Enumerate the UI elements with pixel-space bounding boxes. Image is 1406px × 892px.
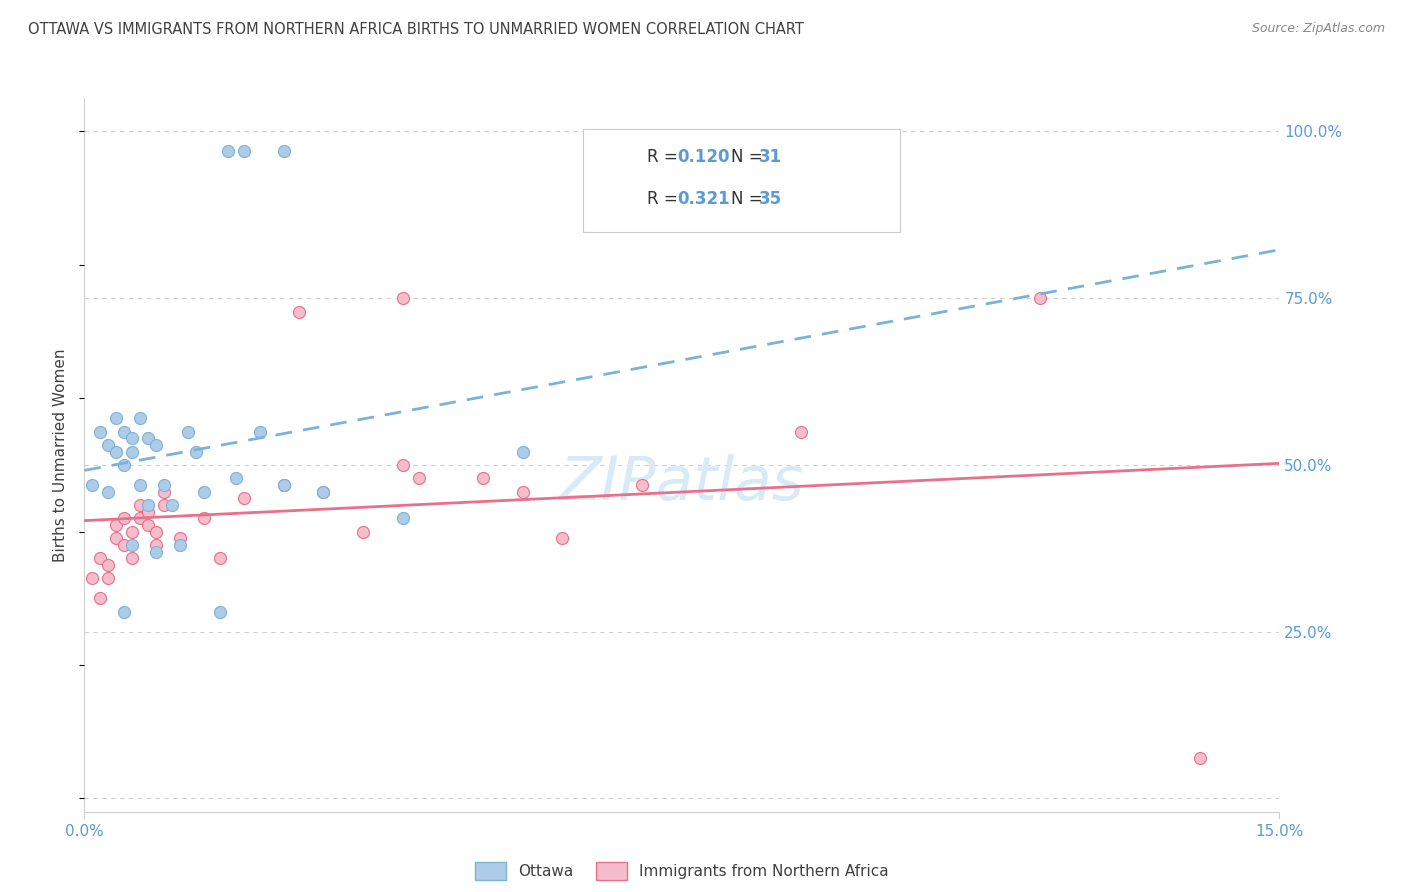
Point: [392, 291, 415, 305]
Point: [82, 571, 104, 585]
Text: 0.120: 0.120: [678, 148, 730, 166]
Point: [512, 444, 534, 458]
Point: [193, 484, 215, 499]
Point: [136, 518, 159, 533]
Point: [145, 538, 167, 552]
Point: [232, 145, 254, 159]
Point: [408, 471, 430, 485]
Point: [121, 444, 143, 458]
Point: [392, 511, 415, 525]
Point: [1188, 751, 1211, 765]
Point: [129, 411, 152, 425]
Text: R =: R =: [647, 190, 683, 208]
Text: N =: N =: [731, 148, 768, 166]
Point: [136, 505, 159, 519]
Point: [136, 498, 159, 512]
Point: [193, 511, 215, 525]
Point: [273, 145, 295, 159]
Point: [121, 524, 143, 539]
Point: [169, 531, 191, 545]
Point: [112, 458, 135, 472]
Point: [145, 524, 167, 539]
Point: [169, 538, 191, 552]
Point: [249, 425, 271, 439]
Point: [97, 438, 120, 452]
Point: [790, 425, 813, 439]
Point: [208, 551, 231, 566]
Point: [232, 491, 254, 506]
Point: [121, 538, 143, 552]
Point: [312, 484, 335, 499]
Point: [105, 411, 128, 425]
Y-axis label: Births to Unmarried Women: Births to Unmarried Women: [53, 348, 69, 562]
Point: [184, 444, 207, 458]
Point: [225, 471, 247, 485]
Point: [273, 478, 295, 492]
Point: [105, 531, 128, 545]
Point: [217, 145, 239, 159]
Text: 35: 35: [759, 190, 782, 208]
Point: [121, 551, 143, 566]
Text: 31: 31: [759, 148, 782, 166]
Point: [153, 484, 176, 499]
Point: [105, 444, 128, 458]
Point: [392, 458, 415, 472]
Point: [89, 425, 111, 439]
Point: [97, 571, 120, 585]
Point: [129, 511, 152, 525]
Point: [312, 484, 335, 499]
Point: [112, 425, 135, 439]
Point: [1029, 291, 1052, 305]
Point: [105, 518, 128, 533]
Point: [97, 484, 120, 499]
Text: N =: N =: [731, 190, 768, 208]
Point: [97, 558, 120, 572]
Point: [551, 531, 574, 545]
Text: OTTAWA VS IMMIGRANTS FROM NORTHERN AFRICA BIRTHS TO UNMARRIED WOMEN CORRELATION : OTTAWA VS IMMIGRANTS FROM NORTHERN AFRIC…: [28, 22, 804, 37]
Point: [153, 498, 176, 512]
Legend: Ottawa, Immigrants from Northern Africa: Ottawa, Immigrants from Northern Africa: [470, 856, 894, 886]
Point: [352, 524, 374, 539]
Point: [153, 478, 176, 492]
Text: 0.321: 0.321: [678, 190, 730, 208]
Point: [136, 431, 159, 445]
Point: [145, 438, 167, 452]
Point: [273, 478, 295, 492]
Point: [82, 478, 104, 492]
Point: [208, 605, 231, 619]
Point: [129, 498, 152, 512]
Point: [631, 478, 654, 492]
Point: [288, 304, 311, 318]
Point: [145, 544, 167, 558]
Point: [89, 591, 111, 606]
Text: R =: R =: [647, 148, 683, 166]
Point: [177, 425, 200, 439]
Text: Source: ZipAtlas.com: Source: ZipAtlas.com: [1251, 22, 1385, 36]
Point: [129, 478, 152, 492]
Point: [121, 431, 143, 445]
Point: [112, 511, 135, 525]
Point: [112, 605, 135, 619]
Point: [160, 498, 183, 512]
Text: ZIPatlas: ZIPatlas: [560, 454, 804, 513]
Point: [471, 471, 494, 485]
Point: [112, 538, 135, 552]
Point: [512, 484, 534, 499]
Point: [89, 551, 111, 566]
